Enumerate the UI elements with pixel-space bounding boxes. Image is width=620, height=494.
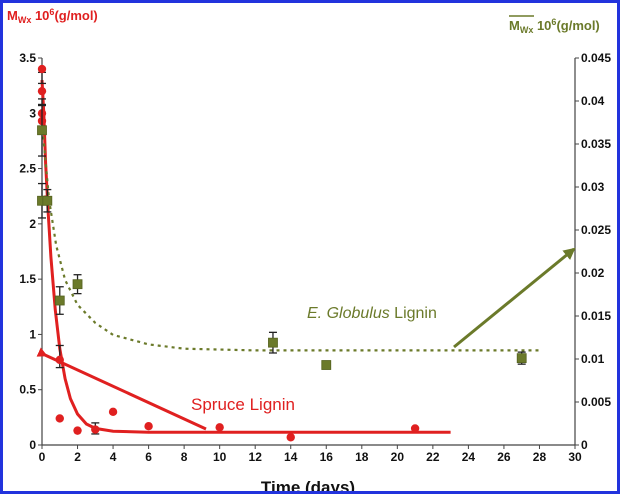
x-tick-label-11: 22 [426, 450, 440, 464]
y-axis-right-title: MWx 106(g/mol) [509, 17, 600, 35]
spruce-point-7 [73, 426, 82, 435]
chart-svg: MWx 106(g/mol) MWx 106(g/mol) Time (days… [7, 7, 611, 491]
x-tick-label-6: 12 [249, 450, 263, 464]
globulus-fit-curve [40, 122, 540, 352]
y-left-tick-label-4: 2 [29, 217, 36, 231]
x-tick-label-12: 24 [462, 450, 476, 464]
y-left-tick-label-6: 3 [29, 106, 36, 120]
y-left-tick-label-3: 1.5 [19, 272, 36, 286]
globulus-point-5 [268, 337, 278, 348]
data-marks [37, 64, 527, 442]
globulus-point-6 [321, 360, 332, 370]
spruce-point-11 [215, 423, 224, 432]
spruce-arrow [36, 347, 207, 431]
x-tick-label-2: 4 [110, 450, 117, 464]
globulus-point-0 [37, 125, 47, 136]
fit-curves [40, 80, 540, 434]
x-tick-label-1: 2 [74, 450, 81, 464]
globulus-arrow [453, 247, 576, 349]
spruce-point-10 [144, 422, 153, 431]
x-tick-label-7: 14 [284, 450, 298, 464]
globulus-point-7 [516, 353, 527, 364]
spruce-point-13 [410, 424, 420, 433]
y-right-tick-label-6: 0.03 [581, 180, 605, 194]
spruce-point-12 [286, 433, 295, 442]
x-tick-label-9: 18 [355, 450, 369, 464]
y-right-tick-label-9: 0.045 [581, 51, 611, 65]
x-tick-label-5: 10 [213, 450, 227, 464]
x-axis-title: Time (days) [261, 478, 355, 491]
spruce-point-6 [55, 414, 64, 423]
globulus-lignin-label: E. Globulus Lignin [307, 305, 437, 322]
y-right-tick-label-8: 0.04 [581, 94, 605, 108]
y-right-tick-label-5: 0.025 [581, 223, 611, 237]
y-left-tick-label-2: 1 [29, 327, 36, 341]
y-right-tick-label-1: 0.005 [581, 395, 611, 409]
x-tick-label-0: 0 [39, 450, 46, 464]
y-right-tick-label-4: 0.02 [581, 266, 605, 280]
y-right-tick-label-2: 0.01 [581, 352, 605, 366]
y-left-tick-label-1: 0.5 [19, 383, 36, 397]
globulus-point-2 [42, 195, 53, 206]
spruce-lignin-label: Spruce Lignin [191, 395, 295, 414]
x-tick-label-13: 26 [497, 450, 511, 464]
y-axis-left-title: MWx 106(g/mol) [7, 7, 98, 25]
x-tick-label-14: 28 [533, 450, 547, 464]
y-right-tick-label-3: 0.015 [581, 309, 611, 323]
spruce-point-0 [37, 64, 47, 74]
spruce-fit-curve [40, 80, 451, 434]
globulus-point-3 [54, 295, 65, 306]
x-tick-label-15: 30 [568, 450, 582, 464]
y-left-tick-label-7: 3.5 [19, 51, 36, 65]
spruce-point-1 [37, 86, 47, 96]
x-tick-label-3: 6 [145, 450, 152, 464]
spruce-point-9 [108, 407, 118, 417]
x-tick-label-4: 8 [181, 450, 188, 464]
y-right-tick-label-7: 0.035 [581, 137, 611, 151]
y-right-tick-label-0: 0 [581, 438, 588, 452]
x-tick-label-10: 20 [391, 450, 405, 464]
globulus-point-4 [72, 279, 83, 290]
y-left-tick-label-5: 2.5 [19, 162, 36, 176]
axis-ticks: 0 2 4 6 8 10 12 14 16 18 20 22 24 26 28 3000.511.522.53… [19, 51, 611, 464]
spruce-point-8 [91, 425, 100, 434]
y-left-tick-label-0: 0 [29, 438, 36, 452]
x-tick-label-8: 16 [320, 450, 334, 464]
